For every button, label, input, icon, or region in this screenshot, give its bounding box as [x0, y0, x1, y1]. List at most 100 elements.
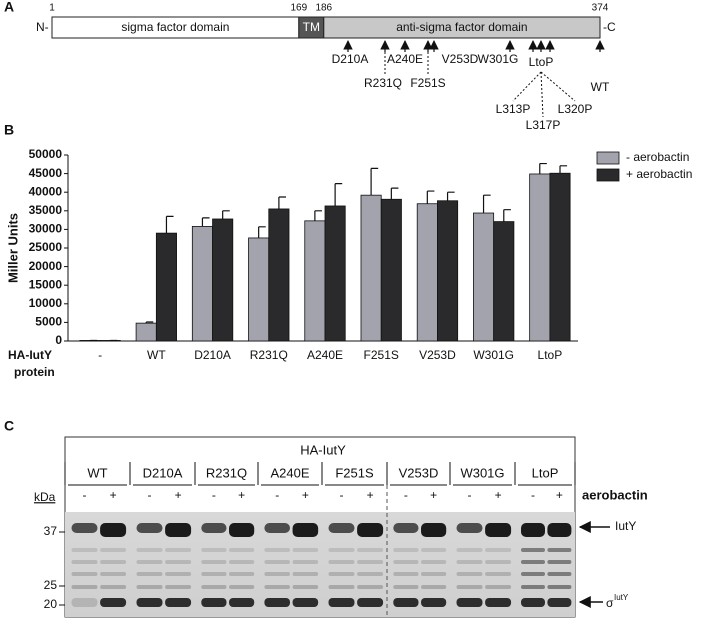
y-tick-label: 10000 — [29, 296, 63, 310]
treatment-sign: - — [275, 488, 279, 502]
band-degradation — [421, 560, 447, 564]
band-degradation — [456, 548, 483, 552]
bar — [324, 205, 346, 342]
leader-line — [540, 71, 576, 102]
group-label: D210A — [143, 465, 183, 480]
band-degradation — [229, 560, 255, 564]
band-degradation — [71, 548, 98, 552]
band-degradation — [71, 572, 98, 576]
bar — [380, 198, 402, 342]
band-degradation — [264, 585, 290, 589]
band-degradation — [393, 585, 419, 589]
band-degradation — [71, 560, 98, 564]
y-tick-label: 0 — [55, 333, 62, 347]
band-full — [393, 523, 419, 533]
band-degradation — [264, 548, 290, 552]
x-axis-title: protein — [14, 365, 55, 379]
band-sigma — [165, 598, 192, 607]
y-tick-label: 50000 — [29, 147, 63, 161]
band-degradation — [201, 572, 227, 576]
band-degradation — [201, 560, 227, 564]
band-full — [71, 523, 98, 533]
treatment-sign: - — [468, 488, 472, 502]
x-tick-label: W301G — [473, 348, 514, 362]
y-tick-label: 40000 — [29, 184, 63, 198]
band-sigma — [136, 598, 163, 607]
band-degradation — [547, 548, 572, 552]
band-sigma — [393, 598, 419, 607]
band-degradation — [456, 572, 483, 576]
x-tick-label: WT — [147, 348, 166, 362]
mutation-label: L313P — [496, 102, 531, 116]
anti-sigma-domain — [323, 16, 601, 39]
band-degradation — [229, 585, 255, 589]
error-bar — [390, 187, 399, 200]
group-label: LtoP — [532, 465, 559, 480]
treatment-label: aerobactin — [582, 487, 648, 502]
group-label: W301G — [460, 465, 504, 480]
band-degradation — [328, 585, 355, 589]
band-full — [328, 523, 355, 533]
error-bar — [426, 190, 435, 204]
mutation-label: A240E — [387, 52, 423, 66]
band-full — [201, 523, 227, 533]
bar — [304, 220, 326, 342]
mutation-label: L317P — [526, 118, 561, 132]
y-axis-title: Miller Units — [5, 213, 20, 283]
bar — [473, 212, 495, 342]
band-degradation — [165, 560, 192, 564]
x-tick-label: V253D — [419, 348, 456, 362]
group-label: V253D — [399, 465, 439, 480]
bar — [212, 218, 234, 342]
y-tick-label: 5000 — [35, 315, 62, 329]
band-degradation — [229, 548, 255, 552]
band-sigma — [547, 598, 572, 607]
domain-label: sigma factor domain — [121, 20, 229, 34]
panel-label: A — [4, 0, 14, 15]
band-sigma — [100, 598, 127, 607]
band-label-sup: IutY — [614, 593, 629, 602]
band-degradation — [136, 560, 163, 564]
band-degradation — [100, 585, 127, 589]
band-degradation — [264, 572, 290, 576]
band-full — [547, 523, 572, 537]
band-degradation — [292, 560, 319, 564]
bar — [360, 194, 382, 342]
error-bar — [446, 191, 455, 201]
band-degradation — [357, 585, 384, 589]
band-degradation — [100, 548, 127, 552]
band-degradation — [100, 560, 127, 564]
band-sigma — [421, 598, 447, 607]
treatment-sign: + — [367, 488, 374, 502]
treatment-sign: - — [212, 488, 216, 502]
band-degradation — [393, 560, 419, 564]
mutation-label: W301G — [478, 52, 519, 66]
band-degradation — [136, 585, 163, 589]
residue-number: 186 — [315, 3, 332, 14]
band-full — [292, 523, 319, 537]
band-degradation — [485, 560, 512, 564]
bar — [437, 200, 459, 342]
group-label: F251S — [335, 465, 374, 480]
band-degradation — [547, 585, 572, 589]
band-degradation — [357, 572, 384, 576]
x-tick-label: - — [98, 348, 102, 362]
error-bar — [559, 165, 568, 174]
error-bar — [145, 321, 154, 324]
mutation-label: R231Q — [364, 76, 402, 90]
band-degradation — [136, 572, 163, 576]
residue-number: 1 — [49, 3, 55, 14]
band-degradation — [264, 560, 290, 564]
x-tick-label: D210A — [194, 348, 231, 362]
band-degradation — [357, 560, 384, 564]
treatment-sign: + — [556, 488, 563, 502]
error-bar — [334, 183, 343, 206]
y-tick-label: 45000 — [29, 166, 63, 180]
legend-swatch — [596, 168, 620, 182]
mutation-label: WT — [591, 80, 610, 94]
band-degradation — [521, 585, 545, 589]
treatment-sign: - — [148, 488, 152, 502]
bar — [549, 172, 571, 342]
band-degradation — [292, 585, 319, 589]
band-sigma — [485, 598, 512, 607]
